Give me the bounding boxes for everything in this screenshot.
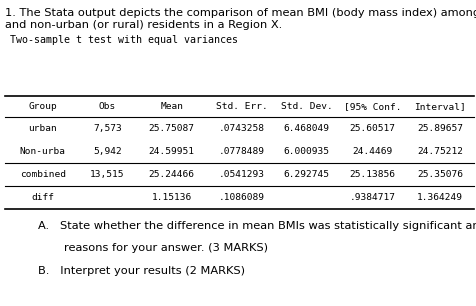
Text: .1086089: .1086089 — [219, 193, 265, 202]
Text: 7,573: 7,573 — [93, 124, 122, 133]
Text: Non-urba: Non-urba — [20, 147, 66, 156]
Text: .0743258: .0743258 — [219, 124, 265, 133]
Text: 1.364249: 1.364249 — [417, 193, 463, 202]
Text: Mean: Mean — [160, 102, 183, 111]
Text: 24.59951: 24.59951 — [149, 147, 195, 156]
Text: urban: urban — [29, 124, 57, 133]
Text: .9384717: .9384717 — [349, 193, 396, 202]
Text: Obs: Obs — [99, 102, 116, 111]
Text: 25.75087: 25.75087 — [149, 124, 195, 133]
Text: combined: combined — [20, 170, 66, 179]
Text: 6.292745: 6.292745 — [284, 170, 329, 179]
Text: 6.000935: 6.000935 — [284, 147, 329, 156]
Text: 25.24466: 25.24466 — [149, 170, 195, 179]
Text: Std. Err.: Std. Err. — [216, 102, 268, 111]
Text: 24.4469: 24.4469 — [352, 147, 393, 156]
Text: .0778489: .0778489 — [219, 147, 265, 156]
Text: 25.13856: 25.13856 — [349, 170, 396, 179]
Text: diff: diff — [31, 193, 54, 202]
Text: 6.468049: 6.468049 — [284, 124, 329, 133]
Text: Two-sample t test with equal variances: Two-sample t test with equal variances — [10, 35, 238, 45]
Text: Interval]: Interval] — [414, 102, 466, 111]
Text: 24.75212: 24.75212 — [417, 147, 463, 156]
Text: 1. The Stata output depicts the comparison of mean BMI (body mass index) among 1: 1. The Stata output depicts the comparis… — [5, 8, 476, 18]
Text: .0541293: .0541293 — [219, 170, 265, 179]
Text: Group: Group — [29, 102, 57, 111]
Text: 25.60517: 25.60517 — [349, 124, 396, 133]
Text: [95% Conf.: [95% Conf. — [344, 102, 401, 111]
Text: 25.89657: 25.89657 — [417, 124, 463, 133]
Text: 1.15136: 1.15136 — [152, 193, 192, 202]
Text: reasons for your answer. (3 MARKS): reasons for your answer. (3 MARKS) — [64, 243, 268, 253]
Text: and non-urban (or rural) residents in a Region X.: and non-urban (or rural) residents in a … — [5, 20, 282, 30]
Text: 13,515: 13,515 — [90, 170, 125, 179]
Text: B.   Interpret your results (2 MARKS): B. Interpret your results (2 MARKS) — [38, 266, 245, 276]
Text: A.   State whether the difference in mean BMIs was statistically significant and: A. State whether the difference in mean … — [38, 221, 476, 231]
Text: 5,942: 5,942 — [93, 147, 122, 156]
Text: 25.35076: 25.35076 — [417, 170, 463, 179]
Text: Std. Dev.: Std. Dev. — [281, 102, 332, 111]
